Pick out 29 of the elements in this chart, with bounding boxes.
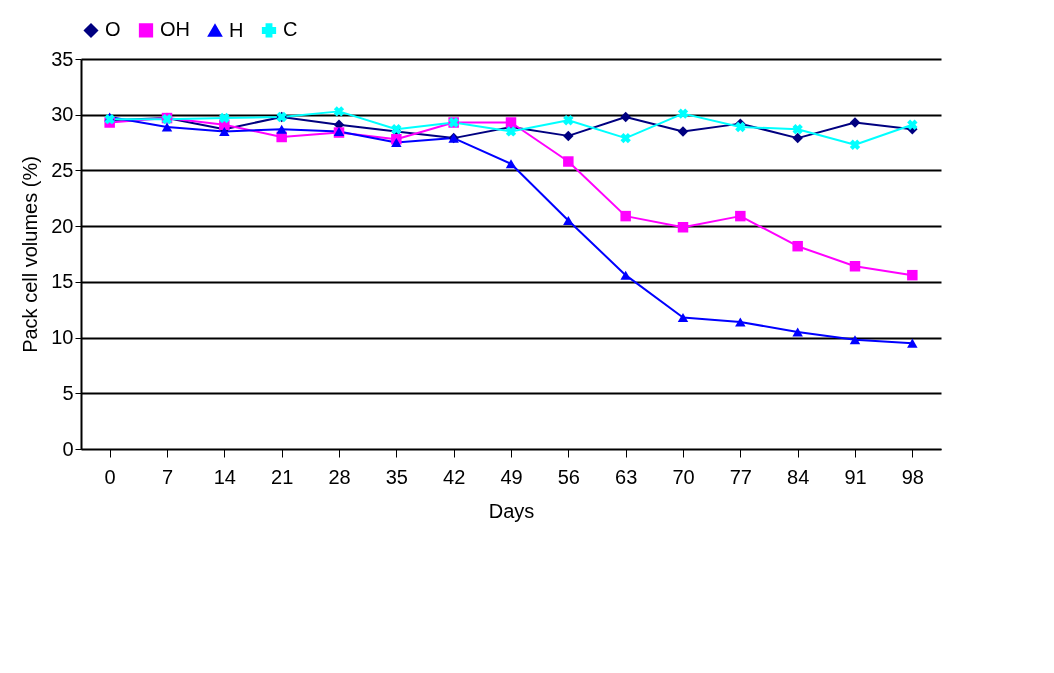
- x-tick-label: 7: [161, 465, 174, 488]
- x-tick-label: 70: [672, 465, 695, 488]
- y-tick-label: 5: [62, 381, 74, 404]
- y-tick-label: 30: [51, 103, 74, 126]
- x-tick-label: 28: [328, 465, 351, 488]
- y-tick-label: 20: [51, 214, 74, 237]
- x-tick-label: 49: [500, 465, 523, 488]
- y-axis-title: Pack cell volumes (%): [19, 156, 42, 353]
- y-tick-label: 10: [51, 326, 74, 349]
- x-tick-label: 63: [615, 465, 638, 488]
- y-tick-label: 0: [62, 437, 74, 460]
- x-tick-label: 35: [385, 465, 408, 488]
- y-tick-label: 35: [51, 47, 74, 70]
- x-tick-label: 98: [901, 465, 924, 488]
- y-tick-label: 15: [51, 270, 74, 293]
- x-tick-label: 56: [557, 465, 580, 488]
- x-tick-label: 91: [844, 465, 867, 488]
- x-axis-title: Days: [488, 499, 535, 522]
- legend-label: H: [229, 18, 244, 41]
- x-tick-label: 21: [271, 465, 294, 488]
- x-tick-label: 0: [104, 465, 116, 488]
- legend-label: C: [283, 18, 298, 41]
- x-tick-label: 77: [729, 465, 752, 488]
- x-tick-label: 42: [443, 465, 466, 488]
- x-tick-label: 14: [213, 465, 236, 488]
- legend-label: OH: [160, 18, 190, 41]
- legend-label: O: [105, 18, 121, 41]
- y-tick-label: 25: [51, 158, 74, 181]
- x-tick-label: 84: [787, 465, 810, 488]
